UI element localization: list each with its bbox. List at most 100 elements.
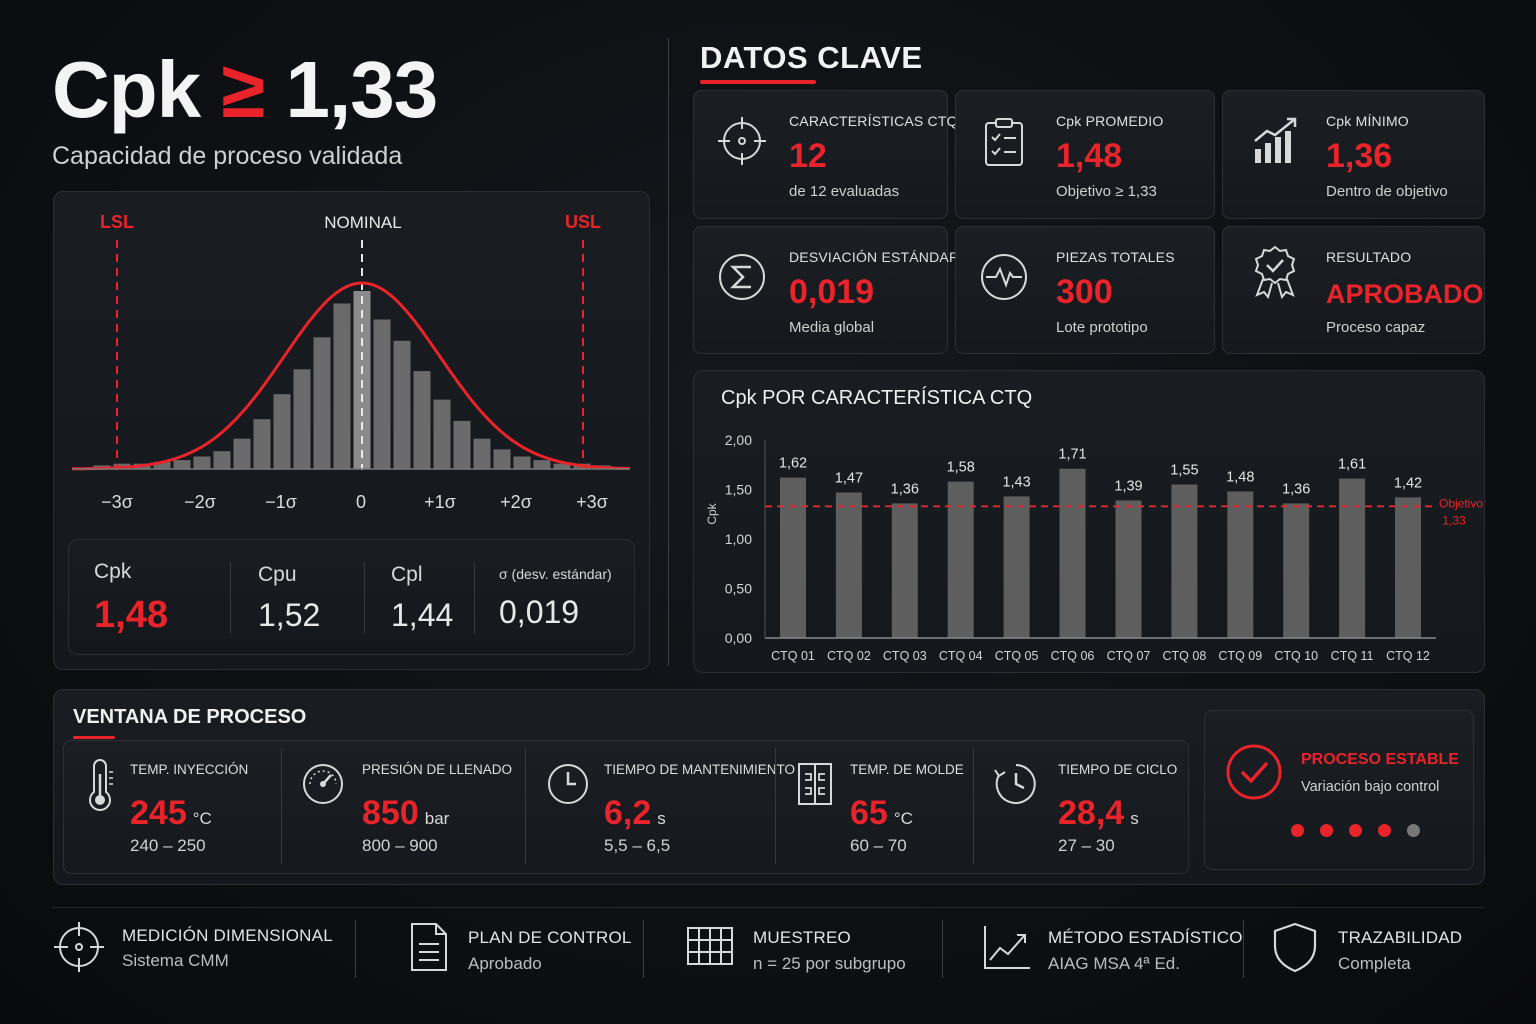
thermometer-icon (89, 759, 113, 811)
cpk-y-axis-label: Cpk (705, 502, 719, 524)
gauge-icon (303, 764, 343, 804)
param-value: 65 °C (850, 794, 913, 833)
footer-item-sub: Completa (1338, 954, 1411, 973)
cpk-bar-value-label: 1,42 (1394, 475, 1422, 491)
param-hold-time: TIEMPO DE MANTENIMIENTO 6,2 s 5,5 – 6,5 (545, 740, 795, 874)
cpk-chart-title: Cpk POR CARACTERÍSTICA CTQ (721, 387, 1033, 409)
stat-cpk-value: 1,48 (94, 594, 168, 636)
document-icon (411, 923, 447, 971)
param-value: 28,4 s (1058, 794, 1139, 833)
cycle-clock-icon (994, 764, 1036, 804)
stat-cpu: Cpu 1,52 (258, 563, 320, 634)
process-status-title: PROCESO ESTABLE (1301, 751, 1459, 768)
status-dot-active (1378, 824, 1391, 837)
key-card-sub: Lote prototipo (1056, 319, 1148, 336)
key-card-title: RESULTADO (1326, 249, 1412, 265)
status-dot-inactive (1407, 824, 1420, 837)
sigma-icon (719, 254, 765, 300)
key-card-value: APROBADO (1326, 279, 1484, 309)
footer-separator (355, 920, 356, 978)
histogram-bar (173, 460, 191, 469)
shield-icon (1273, 922, 1317, 973)
mold-icon (798, 763, 832, 805)
key-card-total-pieces: PIEZAS TOTALES 300 Lote prototipo (955, 226, 1215, 354)
histogram-axis-label: +3σ (576, 492, 608, 512)
cpk-y-tick-label: 0,50 (725, 581, 752, 597)
cpk-category-label: CTQ 02 (827, 649, 871, 663)
histogram-bar (453, 420, 471, 469)
footer-divider (52, 907, 1484, 908)
param-unit: bar (424, 809, 450, 828)
cpk-bar (947, 481, 974, 638)
param-value: 850 bar (362, 794, 449, 833)
param-separator (525, 748, 526, 864)
histogram-axis-label: −1σ (265, 492, 297, 512)
histogram-axis-label: −3σ (101, 492, 133, 512)
stat-cpu-label: Cpu (258, 563, 297, 586)
clipboard-check-icon (985, 118, 1023, 166)
process-window-underline (73, 736, 115, 739)
param-range: 800 – 900 (362, 836, 438, 855)
key-card-title: DESVIACIÓN ESTÁNDAR (789, 249, 960, 265)
key-card-sub: Objetivo ≥ 1,33 (1056, 183, 1157, 200)
histogram-bar (393, 340, 411, 469)
histogram-bar (213, 451, 231, 469)
stat-cpl: Cpl 1,44 (391, 563, 453, 634)
histogram-bar (293, 369, 311, 469)
key-card-sub: Proceso capaz (1326, 319, 1426, 336)
key-data-underline (700, 80, 816, 84)
process-params-card (63, 740, 1189, 874)
cpk-bar-value-label: 1,43 (1002, 474, 1030, 490)
stat-sigma: σ (desv. estándar) 0,019 (499, 566, 612, 631)
key-card-sub: Media global (789, 319, 875, 336)
key-card-title: CARACTERÍSTICAS CTQ (789, 113, 958, 129)
cpk-bar-value-label: 1,36 (891, 481, 919, 497)
param-unit: °C (893, 809, 913, 828)
nominal-label: NOMINAL (324, 213, 401, 232)
headline: Cpk ≥ 1,33 (52, 44, 439, 136)
cpk-bar (1283, 503, 1310, 638)
param-range: 60 – 70 (850, 836, 907, 855)
histogram-bar (273, 394, 291, 469)
cpk-bar (1003, 496, 1030, 638)
key-card-value: 300 (1056, 273, 1113, 311)
histogram-bar (153, 461, 171, 469)
key-card-value: 1,36 (1326, 137, 1393, 175)
cpk-bar-value-label: 1,71 (1058, 447, 1086, 463)
headline-symbol: ≥ (221, 45, 265, 134)
key-data-title: DATOS CLAVE (700, 40, 923, 75)
footer-item-sub: AIAG MSA 4ª Ed. (1048, 954, 1180, 973)
param-unit: s (1130, 809, 1139, 828)
cpk-category-label: CTQ 04 (939, 649, 983, 663)
status-dot-active (1291, 824, 1304, 837)
footer-item-sub: Sistema CMM (122, 951, 229, 970)
histogram-bar (313, 337, 331, 469)
cpk-y-tick-label: 0,00 (725, 630, 752, 646)
param-cycle-time: TIEMPO DE CICLO 28,4 s 27 – 30 (993, 740, 1183, 874)
crosshair-icon (718, 117, 766, 165)
lsl-label: LSL (100, 212, 134, 232)
footer-item-sampling: MUESTREO n = 25 por subgrupo (683, 918, 941, 984)
cpk-category-label: CTQ 12 (1386, 649, 1430, 663)
param-injection-temp: TEMP. INYECCIÓN 245 °C 240 – 250 (80, 740, 280, 874)
param-title: TEMP. INYECCIÓN (130, 762, 249, 777)
key-card-value: 0,019 (789, 273, 875, 311)
histogram-bar (193, 456, 211, 469)
cpk-bar (1227, 491, 1254, 638)
cpk-bar (1059, 468, 1086, 638)
param-number: 245 (130, 794, 187, 832)
param-range: 5,5 – 6,5 (604, 836, 671, 855)
param-mold-temp: TEMP. DE MOLDE 65 °C 60 – 70 (795, 740, 971, 874)
cpk-bar-value-label: 1,47 (835, 471, 863, 487)
cpk-bar-value-label: 1,61 (1338, 457, 1366, 473)
cpk-y-tick-label: 2,00 (725, 432, 752, 448)
process-status-card: PROCESO ESTABLE Variación bajo control (1204, 710, 1474, 870)
cpk-bar (1395, 497, 1421, 638)
key-card-sub: de 12 evaluadas (789, 183, 900, 200)
key-card-cpk-avg: Cpk PROMEDIO 1,48 Objetivo ≥ 1,33 (955, 90, 1215, 219)
param-number: 850 (362, 794, 419, 832)
cpk-bar-value-label: 1,36 (1282, 481, 1310, 497)
headline-value: 1,33 (285, 45, 439, 134)
param-title: TIEMPO DE CICLO (1058, 762, 1178, 777)
